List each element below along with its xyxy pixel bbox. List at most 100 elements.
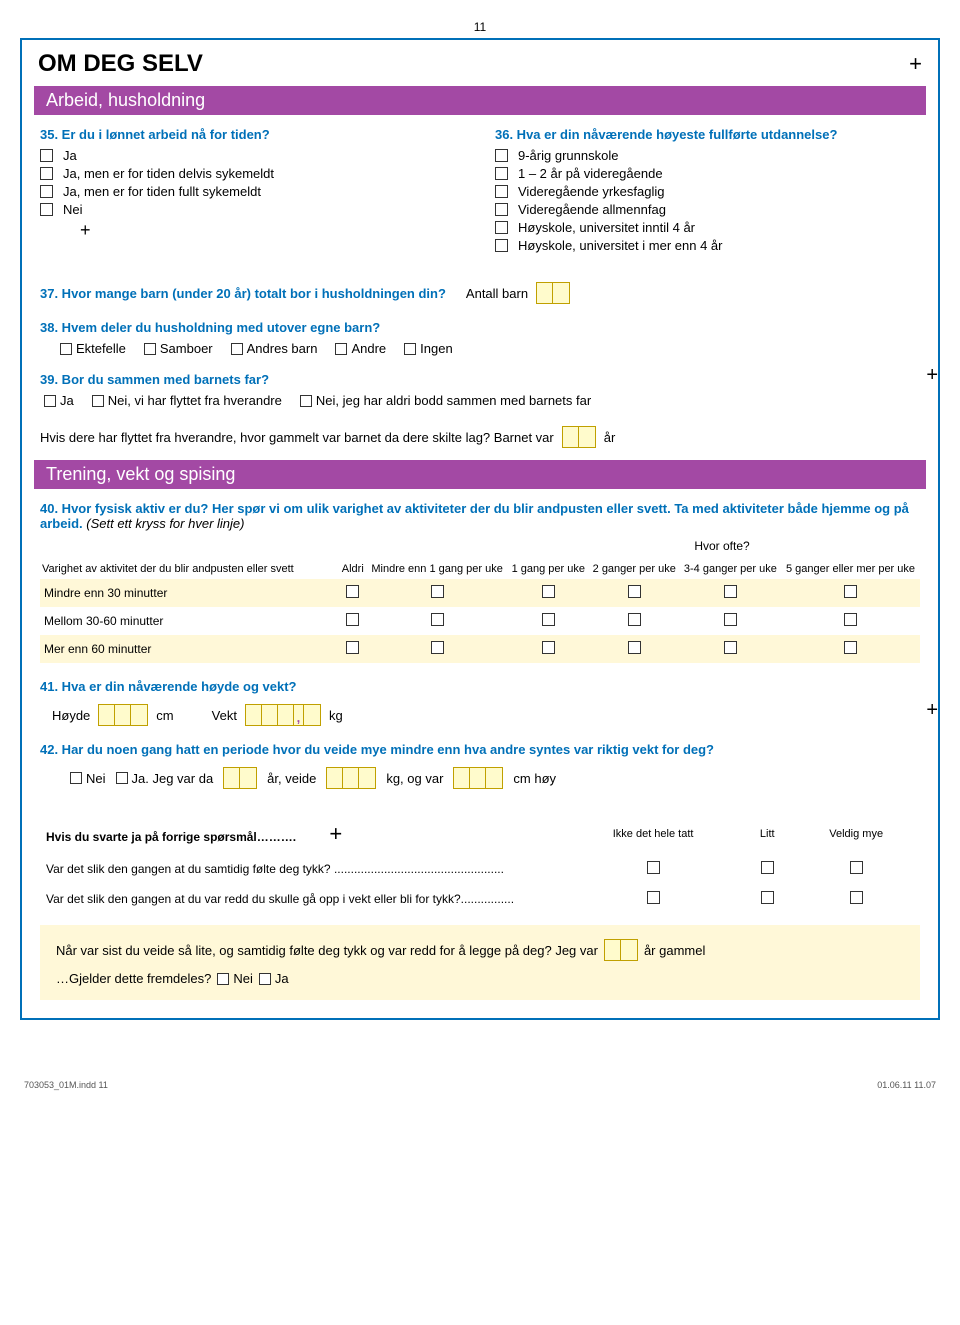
q41-height-label: Høyde	[52, 708, 90, 723]
q38-opt-1-label: Samboer	[160, 341, 213, 356]
q42-sub-table: Hvis du svarte ja på forrige spørsmål…………	[40, 813, 920, 915]
q42-yellow-nei-label: Nei	[233, 971, 253, 986]
q42-sub-title: Hvis du svarte ja på forrige spørsmål…………	[46, 830, 296, 844]
q40-row-2: Mer enn 60 minutter	[40, 635, 339, 663]
q42-nei-checkbox[interactable]	[70, 772, 82, 784]
q35-opt-1-checkbox[interactable]	[40, 167, 53, 180]
q42-cm: cm høy	[513, 771, 556, 786]
q40-r2-c5-checkbox[interactable]	[844, 641, 857, 654]
q36-opt-3-label: Videregående allmennfag	[518, 202, 666, 217]
q40-freq-label: Hvor ofte?	[524, 539, 920, 553]
q39-opt-0-checkbox[interactable]	[44, 395, 56, 407]
q40-r2-c1-checkbox[interactable]	[431, 641, 444, 654]
q40-row-0: Mindre enn 30 minutter	[40, 579, 339, 607]
crop-plus-icon: +	[926, 364, 938, 387]
q38-opt-3-label: Andre	[351, 341, 386, 356]
q36-opt-5-checkbox[interactable]	[495, 239, 508, 252]
q35: 35. Er du i lønnet arbeid nå for tiden? …	[40, 127, 465, 256]
q40-r0-c1-checkbox[interactable]	[431, 585, 444, 598]
q41-cm: cm	[156, 708, 173, 723]
q38-opt-1-checkbox[interactable]	[144, 343, 156, 355]
q40-r0-c0-checkbox[interactable]	[346, 585, 359, 598]
q40-r1-c2-checkbox[interactable]	[542, 613, 555, 626]
page-footer: 703053_01M.indd 11 01.06.11 11.07	[20, 1080, 940, 1090]
section-training-heading: Trening, vekt og spising	[34, 460, 926, 489]
q40-hint: (Sett ett kryss for hver linje)	[86, 516, 244, 531]
q40-row-1: Mellom 30-60 minutter	[40, 607, 339, 635]
page-number: 11	[20, 20, 940, 34]
q42-yellow-line2: …Gjelder dette fremdeles?	[56, 971, 211, 986]
q39-followup-pre: Hvis dere har flyttet fra hverandre, hvo…	[40, 430, 554, 445]
q35-opt-0-checkbox[interactable]	[40, 149, 53, 162]
q39-opt-2-label: Nei, jeg har aldri bodd sammen med barne…	[316, 393, 591, 408]
q40-r0-c5-checkbox[interactable]	[844, 585, 857, 598]
q42-age-input[interactable]	[223, 767, 257, 789]
q42-sr1-c2-checkbox[interactable]	[850, 891, 863, 904]
q42-ja-checkbox[interactable]	[116, 772, 128, 784]
q38-opt-3-checkbox[interactable]	[335, 343, 347, 355]
q42-sr0-c1-checkbox[interactable]	[761, 861, 774, 874]
q38-opt-2-label: Andres barn	[247, 341, 318, 356]
q36-opt-0-checkbox[interactable]	[495, 149, 508, 162]
q40-r0-c2-checkbox[interactable]	[542, 585, 555, 598]
q35-opt-3-label: Nei	[63, 202, 83, 217]
q38-opt-4-checkbox[interactable]	[404, 343, 416, 355]
q39-opt-0-label: Ja	[60, 393, 74, 408]
crop-plus-icon: +	[80, 220, 465, 241]
q36-title: 36. Hva er din nåværende høyeste fullfør…	[495, 127, 920, 142]
q42-ar: år, veide	[267, 771, 316, 786]
q42-sr1-c1-checkbox[interactable]	[761, 891, 774, 904]
q42-weight-input[interactable]	[326, 767, 376, 789]
q40-r1-c0-checkbox[interactable]	[346, 613, 359, 626]
q37-input[interactable]	[536, 282, 570, 304]
q35-opt-3-checkbox[interactable]	[40, 203, 53, 216]
crop-plus-icon: +	[329, 821, 342, 846]
q42-subcol-2: Veldig mye	[794, 815, 918, 853]
q42-yellow-ja-checkbox[interactable]	[259, 973, 271, 985]
q42-yellow-age-input[interactable]	[604, 939, 638, 961]
q42-yellow-ja-label: Ja	[275, 971, 289, 986]
form-container: OM DEG SELV + Arbeid, husholdning 35. Er…	[20, 38, 940, 1020]
q41-kg: kg	[329, 708, 343, 723]
q40-title: 40. Hvor fysisk aktiv er du? Her spør vi…	[40, 501, 920, 531]
q40-r2-c2-checkbox[interactable]	[542, 641, 555, 654]
q35-opt-2-checkbox[interactable]	[40, 185, 53, 198]
q39-opt-2-checkbox[interactable]	[300, 395, 312, 407]
q36-opt-3-checkbox[interactable]	[495, 203, 508, 216]
q37-label: Antall barn	[466, 286, 528, 301]
q40-r2-c3-checkbox[interactable]	[628, 641, 641, 654]
q42-subrow-0: Var det slik den gangen at du samtidig f…	[42, 855, 564, 883]
q42-yellow-pre: Når var sist du veide så lite, og samtid…	[56, 943, 598, 958]
q40-r1-c3-checkbox[interactable]	[628, 613, 641, 626]
q36-opt-2-checkbox[interactable]	[495, 185, 508, 198]
q42-sr0-c2-checkbox[interactable]	[850, 861, 863, 874]
q38-opt-0-label: Ektefelle	[76, 341, 126, 356]
q42-subcol-0: Ikke det hele tatt	[566, 815, 740, 853]
q39-title: 39. Bor du sammen med barnets far?	[40, 372, 920, 387]
q40-r1-c5-checkbox[interactable]	[844, 613, 857, 626]
q39-opt-1-checkbox[interactable]	[92, 395, 104, 407]
q42-yellow-nei-checkbox[interactable]	[217, 973, 229, 985]
q38-opt-2-checkbox[interactable]	[231, 343, 243, 355]
q40-r2-c4-checkbox[interactable]	[724, 641, 737, 654]
q40-col-2: 1 gang per uke	[508, 559, 589, 579]
q40-r1-c4-checkbox[interactable]	[724, 613, 737, 626]
q40-r0-c4-checkbox[interactable]	[724, 585, 737, 598]
q40-r2-c0-checkbox[interactable]	[346, 641, 359, 654]
q38-opt-4-label: Ingen	[420, 341, 453, 356]
q40-r1-c1-checkbox[interactable]	[431, 613, 444, 626]
q41-height-input[interactable]	[98, 704, 148, 726]
q39-age-input[interactable]	[562, 426, 596, 448]
q36-opt-5-label: Høyskole, universitet i mer enn 4 år	[518, 238, 722, 253]
q41-weight-input[interactable]: ,	[245, 704, 321, 726]
q36-opt-4-checkbox[interactable]	[495, 221, 508, 234]
q42-height-input[interactable]	[453, 767, 503, 789]
q42-yellow-box: Når var sist du veide så lite, og samtid…	[40, 925, 920, 1000]
q36-opt-1-checkbox[interactable]	[495, 167, 508, 180]
q38-opt-0-checkbox[interactable]	[60, 343, 72, 355]
q42-sr1-c0-checkbox[interactable]	[647, 891, 660, 904]
main-title: OM DEG SELV	[38, 50, 203, 78]
q42-sr0-c0-checkbox[interactable]	[647, 861, 660, 874]
crop-plus-icon: +	[926, 699, 938, 722]
q40-r0-c3-checkbox[interactable]	[628, 585, 641, 598]
